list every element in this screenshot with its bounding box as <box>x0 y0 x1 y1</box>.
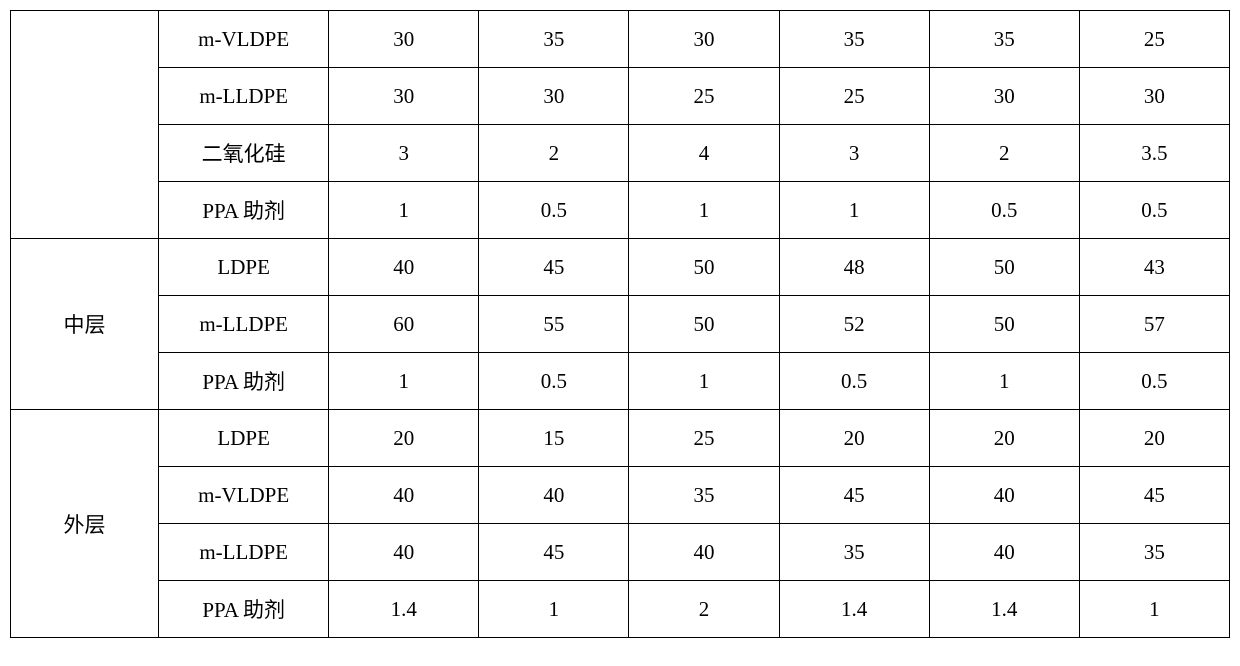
data-cell: 30 <box>479 68 629 125</box>
group-cell <box>11 11 159 239</box>
table-row: 中层 LDPE 40 45 50 48 50 43 <box>11 239 1230 296</box>
data-cell: 35 <box>629 467 779 524</box>
data-cell: 1 <box>1079 581 1229 638</box>
data-cell: 2 <box>479 125 629 182</box>
table-row: PPA 助剂 1.4 1 2 1.4 1.4 1 <box>11 581 1230 638</box>
label-cell: LDPE <box>159 239 329 296</box>
group-cell: 外层 <box>11 410 159 638</box>
data-cell: 25 <box>629 68 779 125</box>
data-cell: 30 <box>1079 68 1229 125</box>
label-cell: m-LLDPE <box>159 524 329 581</box>
table-row: m-VLDPE 40 40 35 45 40 45 <box>11 467 1230 524</box>
label-cell: PPA 助剂 <box>159 353 329 410</box>
table-body: m-VLDPE 30 35 30 35 35 25 m-LLDPE 30 30 … <box>11 11 1230 638</box>
data-cell: 25 <box>1079 11 1229 68</box>
data-cell: 1.4 <box>929 581 1079 638</box>
data-cell: 1 <box>629 182 779 239</box>
data-cell: 1 <box>329 182 479 239</box>
label-cell: 二氧化硅 <box>159 125 329 182</box>
table-row: m-LLDPE 60 55 50 52 50 57 <box>11 296 1230 353</box>
data-cell: 52 <box>779 296 929 353</box>
data-cell: 50 <box>629 239 779 296</box>
data-cell: 1.4 <box>329 581 479 638</box>
data-cell: 0.5 <box>1079 353 1229 410</box>
data-cell: 40 <box>929 467 1079 524</box>
data-cell: 45 <box>1079 467 1229 524</box>
data-cell: 60 <box>329 296 479 353</box>
table-row: m-VLDPE 30 35 30 35 35 25 <box>11 11 1230 68</box>
label-cell: m-VLDPE <box>159 11 329 68</box>
data-cell: 1 <box>929 353 1079 410</box>
data-cell: 25 <box>629 410 779 467</box>
data-cell: 45 <box>779 467 929 524</box>
data-cell: 40 <box>329 239 479 296</box>
data-cell: 35 <box>1079 524 1229 581</box>
table-row: m-LLDPE 40 45 40 35 40 35 <box>11 524 1230 581</box>
data-cell: 20 <box>1079 410 1229 467</box>
label-cell: PPA 助剂 <box>159 581 329 638</box>
label-cell: LDPE <box>159 410 329 467</box>
data-cell: 0.5 <box>929 182 1079 239</box>
data-cell: 40 <box>929 524 1079 581</box>
data-cell: 3 <box>329 125 479 182</box>
label-cell: m-LLDPE <box>159 68 329 125</box>
data-cell: 4 <box>629 125 779 182</box>
data-cell: 48 <box>779 239 929 296</box>
data-cell: 50 <box>929 296 1079 353</box>
data-cell: 0.5 <box>479 353 629 410</box>
data-cell: 3 <box>779 125 929 182</box>
data-cell: 35 <box>929 11 1079 68</box>
data-cell: 1 <box>629 353 779 410</box>
data-table: m-VLDPE 30 35 30 35 35 25 m-LLDPE 30 30 … <box>10 10 1230 638</box>
data-cell: 1 <box>779 182 929 239</box>
data-cell: 35 <box>779 11 929 68</box>
data-cell: 0.5 <box>479 182 629 239</box>
data-cell: 50 <box>929 239 1079 296</box>
data-cell: 2 <box>929 125 1079 182</box>
data-cell: 0.5 <box>779 353 929 410</box>
data-cell: 20 <box>929 410 1079 467</box>
data-cell: 20 <box>779 410 929 467</box>
data-cell: 20 <box>329 410 479 467</box>
data-cell: 3.5 <box>1079 125 1229 182</box>
data-cell: 55 <box>479 296 629 353</box>
data-cell: 15 <box>479 410 629 467</box>
data-cell: 30 <box>329 11 479 68</box>
data-cell: 43 <box>1079 239 1229 296</box>
data-cell: 1 <box>479 581 629 638</box>
table-row: 外层 LDPE 20 15 25 20 20 20 <box>11 410 1230 467</box>
data-cell: 40 <box>479 467 629 524</box>
data-cell: 40 <box>629 524 779 581</box>
table-row: 二氧化硅 3 2 4 3 2 3.5 <box>11 125 1230 182</box>
data-cell: 1 <box>329 353 479 410</box>
data-cell: 40 <box>329 524 479 581</box>
data-cell: 30 <box>329 68 479 125</box>
data-cell: 45 <box>479 239 629 296</box>
table-row: m-LLDPE 30 30 25 25 30 30 <box>11 68 1230 125</box>
label-cell: PPA 助剂 <box>159 182 329 239</box>
data-cell: 25 <box>779 68 929 125</box>
data-cell: 45 <box>479 524 629 581</box>
data-cell: 35 <box>479 11 629 68</box>
group-cell: 中层 <box>11 239 159 410</box>
data-cell: 30 <box>629 11 779 68</box>
label-cell: m-LLDPE <box>159 296 329 353</box>
data-cell: 30 <box>929 68 1079 125</box>
data-cell: 40 <box>329 467 479 524</box>
table-row: PPA 助剂 1 0.5 1 1 0.5 0.5 <box>11 182 1230 239</box>
data-cell: 1.4 <box>779 581 929 638</box>
table-row: PPA 助剂 1 0.5 1 0.5 1 0.5 <box>11 353 1230 410</box>
data-cell: 0.5 <box>1079 182 1229 239</box>
label-cell: m-VLDPE <box>159 467 329 524</box>
data-cell: 57 <box>1079 296 1229 353</box>
data-cell: 2 <box>629 581 779 638</box>
data-cell: 50 <box>629 296 779 353</box>
data-cell: 35 <box>779 524 929 581</box>
